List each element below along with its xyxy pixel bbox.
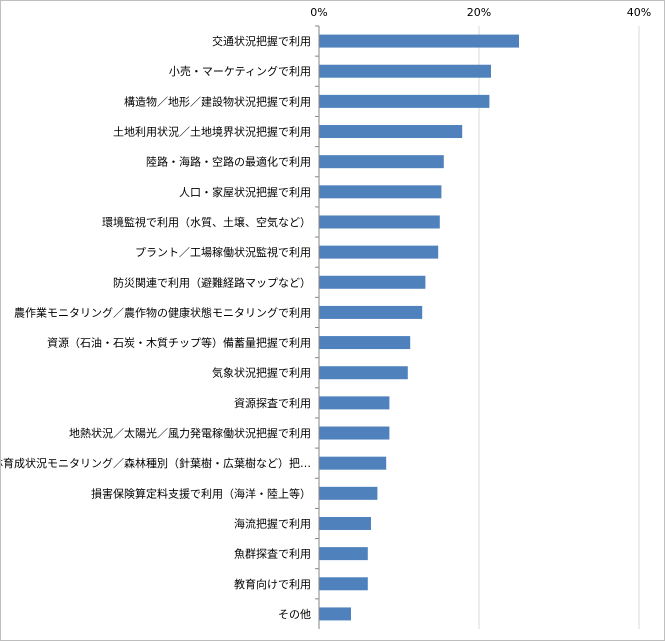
category-label: 農作業モニタリング／農作物の健康状態モニタリングで利用 [14, 305, 311, 319]
bar [319, 366, 408, 380]
bar [319, 396, 390, 410]
bar [319, 155, 444, 169]
category-label: 防災関連で利用（避難経路マップなど） [113, 275, 311, 289]
category-label: 資源（石油・石炭・木質チップ等）備蓄量把握で利用 [47, 336, 311, 350]
bar [319, 516, 371, 530]
bar [319, 607, 351, 621]
category-label: 気象状況把握で利用 [212, 366, 311, 380]
bar [319, 64, 491, 78]
bar [319, 215, 440, 229]
bar [319, 336, 411, 350]
bar [319, 125, 463, 139]
category-label: 環境監視で利用（水質、土壌、空気など） [102, 215, 311, 229]
category-label: 教育向けで利用 [234, 577, 311, 591]
category-label: 魚群探査で利用 [234, 547, 311, 561]
bar [319, 275, 426, 289]
bar [319, 185, 442, 199]
category-label: 海流把握で利用 [234, 516, 311, 530]
x-tick-label: 40% [627, 6, 651, 19]
category-label: 陸路・海路・空路の最適化で利用 [146, 155, 311, 169]
bar [319, 486, 378, 500]
bar [319, 577, 368, 591]
bar [319, 34, 519, 48]
category-label: 地熱状況／太陽光／風力発電稼働状況把握で利用 [69, 426, 311, 440]
bar [319, 547, 368, 561]
bar [319, 456, 387, 470]
x-tick-label: 0% [310, 6, 327, 19]
category-label: 資源探査で利用 [234, 396, 311, 410]
category-label: 森林育成状況モニタリング／森林種別（針葉樹・広葉樹など）把… [1, 456, 311, 470]
bar [319, 305, 423, 319]
bar [319, 94, 490, 108]
bar [319, 245, 439, 259]
category-label: 人口・家屋状況把握で利用 [179, 185, 311, 199]
category-label: 小売・マーケティングで利用 [169, 64, 311, 78]
category-label: その他 [278, 608, 311, 621]
category-label: 土地利用状況／土地境界状況把握で利用 [113, 125, 311, 139]
category-label: 交通状況把握で利用 [212, 34, 311, 48]
category-label: プラント／工場稼働状況監視で利用 [135, 245, 311, 259]
category-label: 損害保険算定料支援で利用（海洋・陸上等） [91, 486, 311, 500]
bar [319, 426, 390, 440]
x-tick-label: 20% [467, 6, 491, 19]
category-label: 構造物／地形／建設物状況把握で利用 [124, 94, 311, 108]
